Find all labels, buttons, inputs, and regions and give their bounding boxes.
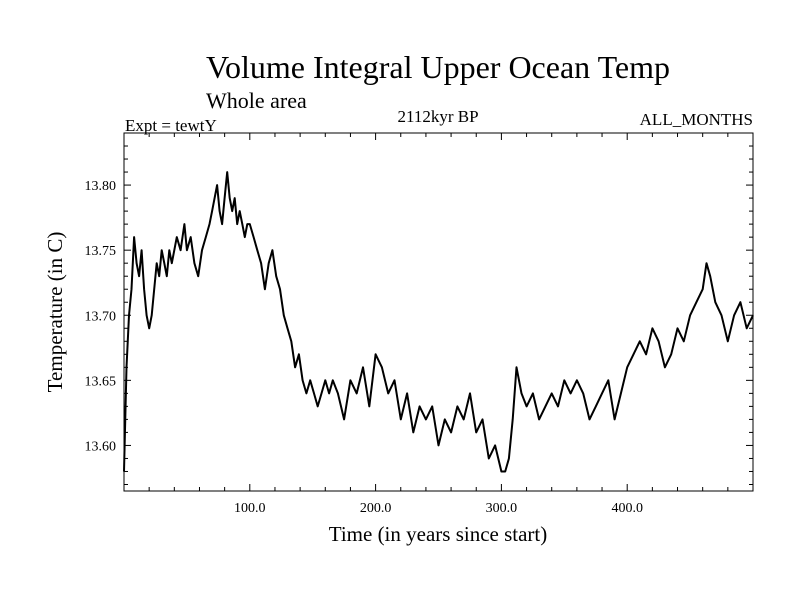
x-tick-label: 300.0 [486,501,518,516]
x-tick-label: 200.0 [360,501,392,516]
x-tick-label: 100.0 [234,501,266,516]
x-axis: 100.0 200.0 300.0 400.0 [148,133,729,516]
period-label: 2112kyr BP [397,107,478,126]
y-tick-label: 13.65 [85,374,117,389]
x-tick-label: 400.0 [611,501,643,516]
x-axis-label: Time (in years since start) [329,522,548,546]
experiment-label: Expt = tewtY [125,116,217,135]
y-axis-label: Temperature (in C) [43,232,67,393]
y-tick-label: 13.80 [85,179,117,194]
y-axis: 13.60 13.65 13.70 13.75 13.80 [85,145,753,485]
series-layer [123,171,754,473]
y-tick-label: 13.60 [85,439,117,454]
chart-subtitle: Whole area [206,88,307,113]
y-tick-label: 13.70 [85,309,117,324]
series-line [123,171,754,473]
y-tick-label: 13.75 [85,244,117,259]
months-label: ALL_MONTHS [640,110,753,129]
chart-title: Volume Integral Upper Ocean Temp [206,49,670,85]
plot-frame [123,132,754,492]
